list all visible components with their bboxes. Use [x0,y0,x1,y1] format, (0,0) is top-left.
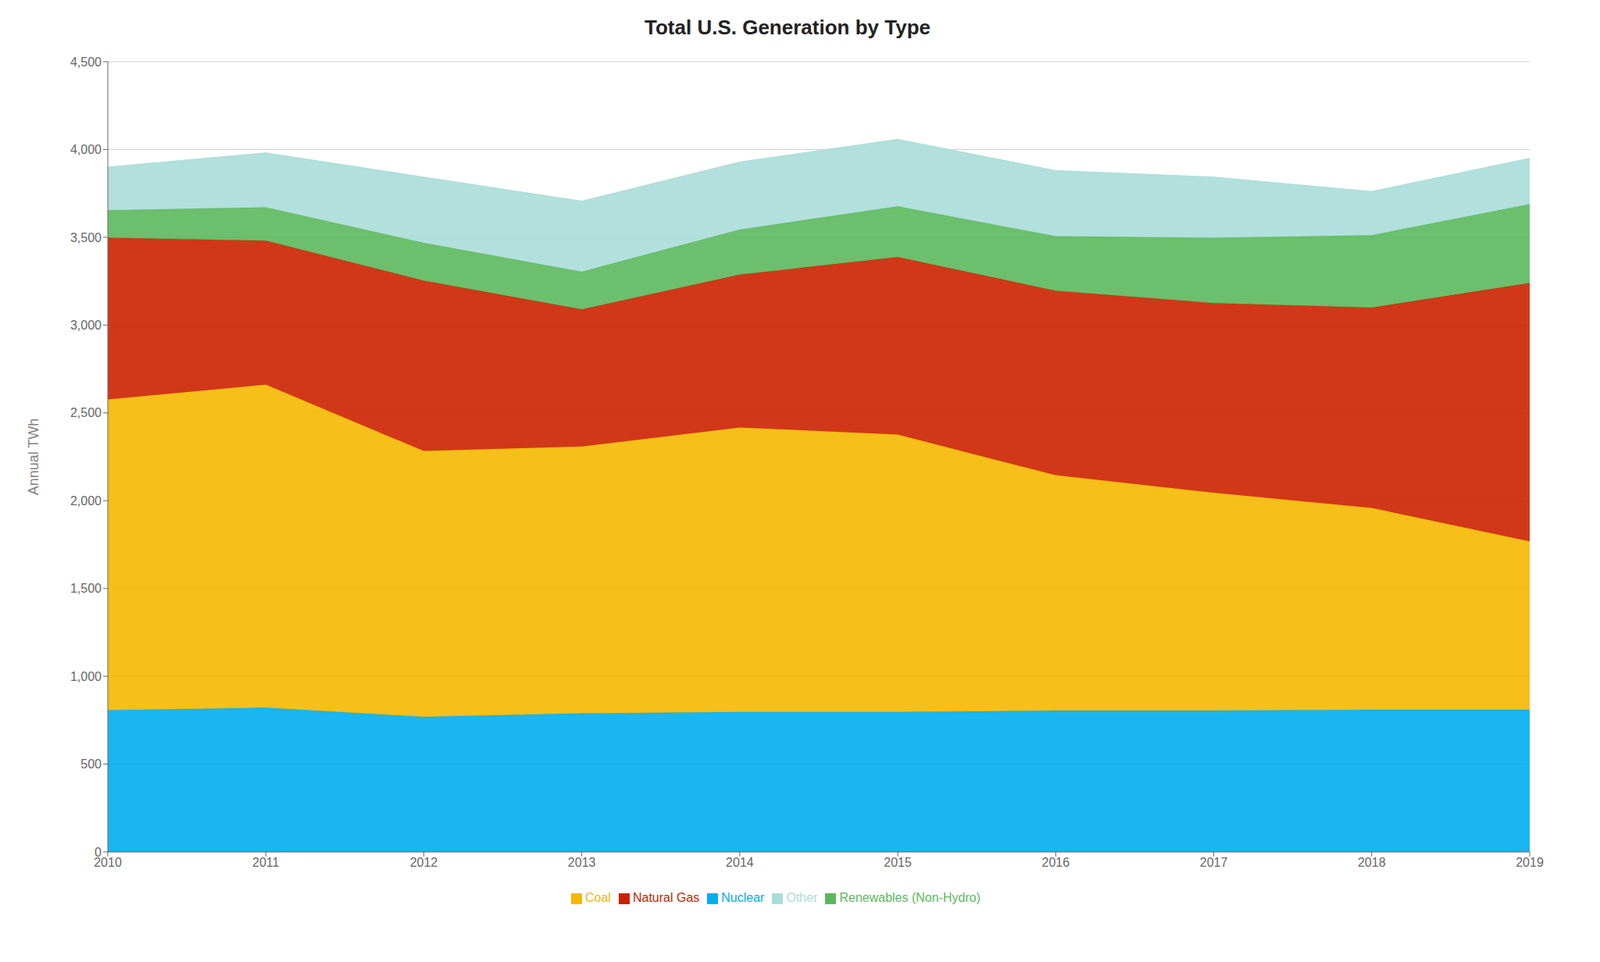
svg-text:3,500: 3,500 [70,231,102,245]
svg-text:2010: 2010 [93,856,122,870]
svg-text:0: 0 [94,846,102,860]
svg-text:2013: 2013 [567,856,597,870]
svg-text:2012: 2012 [410,856,439,870]
svg-text:Annual TWh: Annual TWh [25,418,42,497]
svg-text:4,500: 4,500 [70,55,102,69]
svg-text:2019: 2019 [1515,856,1544,870]
html-text:Renewables (Non-Hydro): Renewables (Non-Hydro) [839,891,981,905]
svg-text:2018: 2018 [1357,856,1386,870]
svg-text:2014: 2014 [725,856,754,870]
svg-text:1,000: 1,000 [70,670,102,684]
svg-text:2016: 2016 [1042,856,1071,870]
svg-text:2,500: 2,500 [70,406,102,420]
svg-text:2011: 2011 [252,856,280,870]
html-text:Total U.S. Generation by Type: Total U.S. Generation by Type [644,15,931,40]
svg-text:2017: 2017 [1200,856,1229,870]
html-text:Coal: Coal [585,891,611,905]
html-text:Natural Gas: Natural Gas [632,891,700,905]
svg-text:3,000: 3,000 [70,318,102,333]
svg-text:4,000: 4,000 [70,142,102,157]
html-text:Nuclear: Nuclear [721,891,765,905]
svg-text:1,500: 1,500 [70,582,102,596]
svg-text:500: 500 [80,757,102,772]
html-text:Other: Other [786,891,818,905]
svg-text:2015: 2015 [883,856,912,870]
svg-text:2,000: 2,000 [70,494,102,508]
